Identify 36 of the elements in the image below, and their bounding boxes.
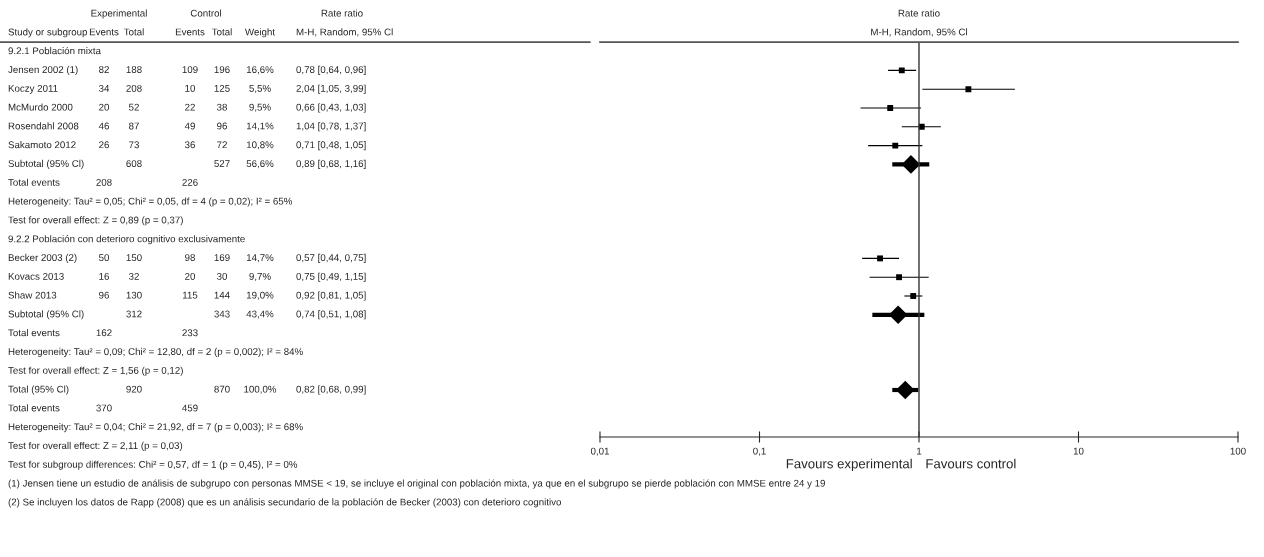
- text: Study or subgroup Events Total Events Total Weight M-H, Random, 95% Cl: [8, 28, 393, 38]
- text: 9.2.1 Población mixta: [8, 46, 101, 55]
- text: Heterogeneity: Tau² = 0,05; Chi² = 0,05, df = 4 (p = 0,02); I² = 65%: [8, 197, 293, 207]
- text: Becker 2003 (2) 50 150 98 169 14,7% 0,57 [0,44, 0,75]: [8, 253, 366, 263]
- text: (1) Jensen tiene un estudio de análisis de subgrupo con personas MMSE < 19, se incluye el original con población mixta, ya que en el subgrupo se pierde población con MMSE entre 24 y 19: [8, 479, 825, 489]
- text: Subtotal (95% Cl) 312 343 43,4% 0,74 [0,51, 1,08]: [8, 310, 366, 320]
- chart-title: Rate ratio: [898, 9, 940, 17]
- text: Shaw 2013 96 130 115 144 19,0% 0,92 [0,81, 1,05]: [8, 291, 366, 301]
- text: Favours experimental: [786, 458, 912, 472]
- text: (2) Se incluyen los datos de Rapp (2008) que es un análisis secundario de la población de Becker (2003) con deterioro cognitivo: [8, 498, 562, 508]
- text: McMurdo 2000 20 52 22 38 9,5% 0,66 [0,43, 1,03]: [8, 103, 366, 113]
- x-tick-label: 0,1: [753, 447, 766, 456]
- text: Experimental Control Rate ratio: [91, 9, 363, 19]
- text: Test for subgroup differences: Chi² = 0,57, df = 1 (p = 0,45), I² = 0%: [8, 460, 298, 470]
- text: Total events 370 459: [8, 404, 198, 412]
- x-tick-label: 10: [1073, 447, 1084, 455]
- text: Total events 162 233: [8, 329, 198, 337]
- text: Test for overall effect: Z = 2,11 (p = 0,03): [8, 441, 183, 451]
- text: Total events 208 226: [8, 178, 198, 186]
- text: Kovacs 2013 16 32 20 30 9,7% 0,75 [0,49, 1,15]: [8, 272, 366, 282]
- text: Test for overall effect: Z = 1,56 (p = 0,12): [8, 366, 183, 376]
- text: Rosendahl 2008 46 87 49 96 14,1% 1,04 [0,78, 1,37]: [8, 122, 366, 132]
- text: Total (95% Cl) 920 870 100,0% 0,82 [0,68, 0,99]: [8, 385, 366, 395]
- text: Sakamoto 2012 26 73 36 72 10,8% 0,71 [0,48, 1,05]: [8, 141, 366, 151]
- text: Favours control: [926, 458, 1016, 469]
- chart-subtitle: M-H, Random, 95% Cl: [871, 28, 967, 37]
- text: Koczy 2011 34 208 10 125 5,5% 2,04 [1,05, 3,99]: [8, 84, 366, 94]
- x-tick-label: 1: [917, 447, 922, 455]
- text: 9.2.2 Población con deterioro cognitivo exclusivamente: [8, 235, 245, 245]
- x-tick-label: 100: [1230, 447, 1246, 455]
- text: Heterogeneity: Tau² = 0,09; Chi² = 12,80, df = 2 (p = 0,002); I² = 84%: [8, 347, 303, 357]
- text: Jensen 2002 (1) 82 188 109 196 16,6% 0,78 [0,64, 0,96]: [8, 65, 366, 75]
- text: Subtotal (95% Cl) 608 527 56,6% 0,89 [0,68, 1,16]: [8, 159, 366, 169]
- x-tick-label: 0,01: [590, 447, 609, 456]
- text: Test for overall effect: Z = 0,89 (p = 0,37): [8, 216, 183, 226]
- text: Heterogeneity: Tau² = 0,04; Chi² = 21,92, df = 7 (p = 0,003); I² = 68%: [8, 423, 303, 433]
